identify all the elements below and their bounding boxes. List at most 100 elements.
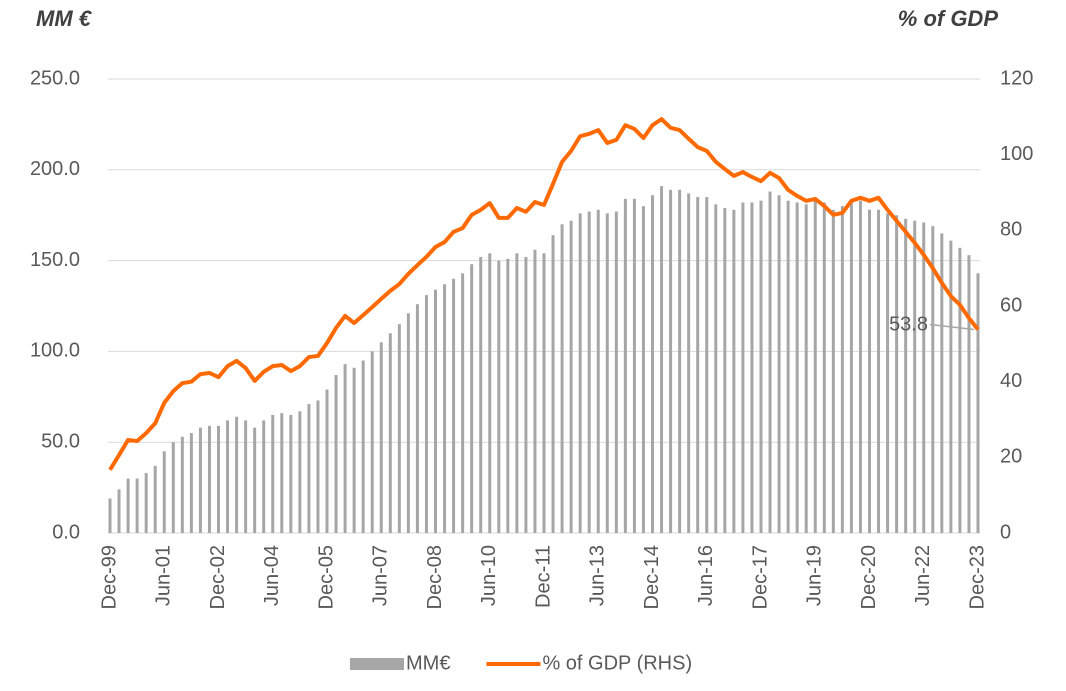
y2-axis-title: % of GDP <box>898 6 999 31</box>
bar <box>352 367 356 533</box>
bar <box>913 220 917 533</box>
bar <box>298 411 302 533</box>
bar <box>813 200 817 533</box>
bar <box>515 253 519 533</box>
bar <box>207 425 211 533</box>
legend-label: MM€ <box>406 652 450 674</box>
bar <box>361 360 365 533</box>
bar <box>171 442 175 533</box>
bar <box>831 209 835 533</box>
bar <box>858 200 862 533</box>
y2-tick-label: 60 <box>1000 294 1022 316</box>
x-tick-label: Jun-16 <box>695 545 717 606</box>
bar <box>723 207 727 533</box>
bar <box>434 289 437 533</box>
x-tick-label: Dec-08 <box>424 545 446 609</box>
y-tick-label: 0.0 <box>52 521 80 543</box>
bar <box>144 473 148 533</box>
bar <box>153 465 157 533</box>
bar <box>397 324 401 533</box>
bar <box>497 260 501 533</box>
x-tick-label: Dec-23 <box>966 545 988 609</box>
bar <box>976 273 980 533</box>
bar <box>189 433 193 533</box>
bar <box>732 209 736 533</box>
bar <box>958 247 962 533</box>
bar <box>569 220 573 533</box>
bar <box>868 209 871 533</box>
bar <box>470 264 474 533</box>
bar <box>506 258 510 533</box>
y-axis-title: MM € <box>36 6 93 31</box>
bar <box>678 189 682 533</box>
bar <box>370 351 374 533</box>
label-leader <box>929 323 975 331</box>
bar <box>922 222 926 534</box>
x-tick-label: Jun-01 <box>153 545 175 606</box>
bar <box>406 313 410 533</box>
x-tick-label: Jun-19 <box>804 545 826 606</box>
bar <box>542 253 546 533</box>
bar <box>198 427 202 533</box>
y2-tick-label: 20 <box>1000 446 1022 468</box>
bar <box>596 209 600 533</box>
bar <box>180 436 184 533</box>
bar <box>551 235 555 533</box>
x-tick-label: Jun-07 <box>370 545 392 606</box>
bar <box>651 195 654 533</box>
data-label: 53.8 <box>889 314 928 336</box>
y2-tick-label: 100 <box>1000 143 1033 165</box>
bar <box>768 191 772 534</box>
bar <box>660 186 664 534</box>
bar <box>795 202 799 533</box>
bar <box>786 200 790 533</box>
bar <box>280 413 284 533</box>
x-tick-label: Dec-11 <box>532 545 554 608</box>
bar <box>108 498 112 533</box>
bar <box>126 478 130 533</box>
bar <box>443 284 447 533</box>
bar <box>424 295 428 533</box>
bar <box>940 233 944 534</box>
y2-tick-label: 0 <box>1000 521 1011 543</box>
bar <box>162 451 166 533</box>
bar <box>334 375 338 533</box>
bar <box>388 333 392 533</box>
y-tick-label: 150.0 <box>30 249 80 271</box>
bar <box>560 224 564 533</box>
x-tick-label: Jun-22 <box>912 545 934 606</box>
bar <box>479 256 483 533</box>
bar <box>217 425 220 533</box>
bar <box>117 489 121 533</box>
x-tick-label: Jun-10 <box>478 545 500 606</box>
x-tick-label: Jun-13 <box>587 545 609 606</box>
y-tick-label: 50.0 <box>41 430 80 452</box>
bar <box>949 240 953 533</box>
bar <box>587 211 591 533</box>
x-tick-label: Dec-20 <box>858 545 880 609</box>
bar <box>759 200 763 533</box>
x-tick-label: Dec-14 <box>641 545 663 609</box>
bar <box>307 404 311 533</box>
x-tick-label: Dec-05 <box>315 545 337 609</box>
y-tick-label: 100.0 <box>30 340 80 362</box>
bar <box>822 202 826 533</box>
bar <box>461 273 465 533</box>
bar <box>379 342 383 533</box>
bar <box>578 213 582 533</box>
x-tick-label: Dec-02 <box>207 545 229 609</box>
bar <box>488 253 492 533</box>
x-tick-label: Dec-99 <box>98 545 120 609</box>
bar <box>135 478 139 533</box>
bar <box>669 189 673 533</box>
bar <box>741 202 745 533</box>
bar <box>849 202 853 533</box>
y2-tick-label: 40 <box>1000 370 1022 392</box>
bar <box>714 204 718 533</box>
bar <box>415 304 419 533</box>
bar <box>804 204 808 533</box>
bar <box>696 197 700 534</box>
bar <box>244 420 248 533</box>
y-tick-label: 200.0 <box>30 158 80 180</box>
legend-swatch <box>350 658 404 670</box>
